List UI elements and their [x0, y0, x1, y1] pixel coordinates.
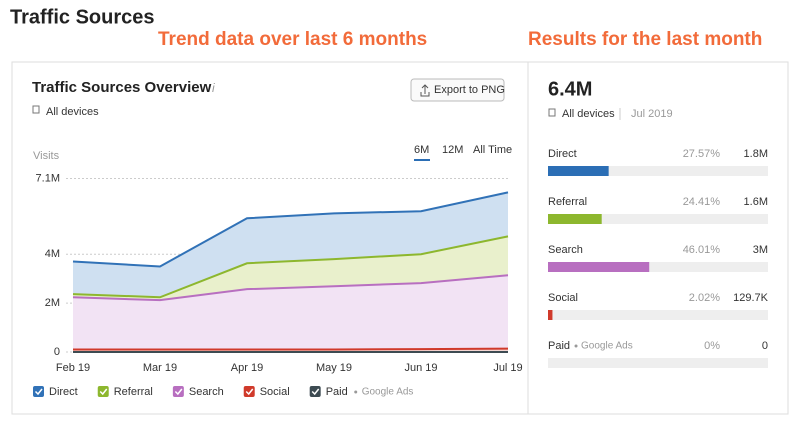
overview-title: Traffic Sources Overview — [32, 79, 212, 96]
total: 6.4M — [548, 78, 592, 100]
device-icon — [32, 105, 40, 114]
legend-label: Search — [189, 386, 224, 398]
x-tick-label: Jun 19 — [404, 362, 437, 374]
annotation: Trend data over last 6 months — [158, 29, 427, 50]
legend-check — [174, 388, 183, 396]
row-name: Social — [548, 292, 578, 304]
legend-label: Paid — [326, 386, 348, 398]
legend-check — [245, 388, 254, 396]
line — [72, 235, 509, 299]
info-icon[interactable]: i — [212, 81, 215, 95]
legend-label: Direct — [49, 386, 78, 398]
annotation: Results for the last month — [528, 29, 762, 50]
line — [73, 347, 509, 351]
x-tick-label: Apr 19 — [231, 362, 263, 374]
y-tick-label: 0 — [54, 346, 60, 358]
export-label[interactable]: Export to PNG — [434, 84, 505, 96]
row-name: Referral — [548, 196, 587, 208]
bar-track — [548, 262, 768, 272]
bar — [548, 166, 609, 176]
legend-check — [99, 388, 108, 396]
row-note: Google Ads — [581, 341, 633, 352]
export-button[interactable] — [410, 78, 505, 102]
row-value: 129.7K — [733, 292, 769, 304]
line — [72, 274, 509, 302]
legend-checkbox[interactable] — [172, 386, 184, 397]
bar-track — [548, 358, 768, 368]
tab[interactable]: 12M — [442, 144, 463, 156]
row-value: 0 — [762, 340, 768, 352]
row-name: Direct — [548, 148, 577, 160]
y-tick-label: 4M — [45, 248, 60, 260]
area — [73, 236, 508, 301]
legend-checkbox[interactable] — [33, 386, 44, 397]
legend-check — [311, 388, 320, 396]
row-share: 46.01% — [683, 244, 721, 256]
x-tick-label: Jul 19 — [493, 362, 522, 374]
row-share: 2.02% — [689, 292, 720, 304]
legend-check — [34, 388, 43, 396]
area — [73, 275, 508, 350]
summary-device: All devices — [562, 108, 615, 120]
row-value: 1.8M — [744, 148, 768, 160]
row-value: 3M — [753, 244, 768, 256]
x-tick-label: Mar 19 — [143, 362, 177, 374]
x-tick-label: May 19 — [316, 362, 352, 374]
export-icon — [420, 84, 430, 97]
device: All devices — [46, 106, 99, 118]
legend-checkbox[interactable] — [309, 386, 321, 397]
row-share: 24.41% — [683, 196, 721, 208]
summary-period: Jul 2019 — [631, 108, 673, 120]
legend-label: Referral — [114, 386, 153, 398]
row-share: 27.57% — [683, 148, 721, 160]
legend-checkbox[interactable] — [97, 386, 109, 397]
row-share: 0% — [704, 340, 720, 352]
row-name: Search — [548, 244, 583, 256]
bar — [548, 262, 650, 272]
y-tick-label: 7.1M — [36, 172, 60, 184]
bullet — [354, 390, 358, 394]
legend-checkbox[interactable] — [243, 386, 255, 397]
x-tick-label: Feb 19 — [56, 362, 90, 374]
row-name: Paid — [548, 340, 570, 352]
device-icon — [548, 108, 556, 117]
line — [72, 191, 509, 268]
tab[interactable]: 6M — [414, 144, 429, 156]
row-value: 1.6M — [744, 196, 768, 208]
legend-label: Social — [260, 386, 290, 398]
bar — [548, 214, 602, 224]
legend-note: Google Ads — [362, 387, 414, 398]
bar-track — [548, 310, 768, 320]
y-axis-label: Visits — [33, 150, 60, 162]
area — [73, 192, 508, 298]
page-title: Traffic Sources — [10, 6, 155, 28]
bullet — [574, 344, 578, 348]
bar-track — [548, 214, 768, 224]
bar — [548, 310, 553, 320]
bar-track — [548, 166, 768, 176]
tab[interactable]: All Time — [473, 144, 512, 156]
y-tick-label: 2M — [45, 297, 60, 309]
